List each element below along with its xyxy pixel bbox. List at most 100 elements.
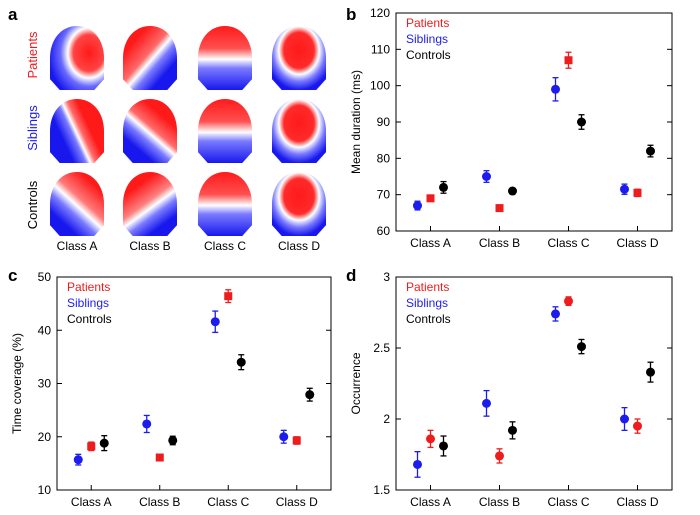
point-siblings xyxy=(73,455,83,465)
map-class-label-d: Class D xyxy=(278,239,320,253)
legend-entry-controls: Controls xyxy=(67,312,112,326)
x-tick-label: Class C xyxy=(547,236,589,250)
map-row-label-siblings: Siblings xyxy=(25,105,40,151)
y-axis-label: Time coverage (%) xyxy=(10,333,24,434)
point-siblings xyxy=(413,201,422,211)
legend-entry-patients: Patients xyxy=(406,16,449,30)
y-tick-label: 30 xyxy=(38,377,52,391)
map-class-label-c: Class C xyxy=(204,239,246,253)
point-controls xyxy=(99,438,109,448)
topomap-siblings-class-b xyxy=(123,99,177,163)
point-patients xyxy=(426,434,435,444)
point-patients xyxy=(564,56,573,65)
legend-entry-controls: Controls xyxy=(406,312,451,326)
x-tick-label: Class D xyxy=(616,236,658,250)
x-tick-label: Class A xyxy=(410,236,451,250)
panel-letter-c: c xyxy=(8,266,17,285)
y-tick-label: 60 xyxy=(377,224,391,238)
y-tick-label: 120 xyxy=(370,6,390,20)
y-tick-label: 20 xyxy=(38,430,52,444)
point-patients xyxy=(426,194,435,203)
point-siblings xyxy=(551,309,560,319)
microstate-maps: Patients Siblings Controls Class A Class… xyxy=(25,26,326,253)
topomap-controls-class-d xyxy=(272,172,326,236)
topomap-siblings-class-a xyxy=(50,99,104,163)
legend-entry-patients: Patients xyxy=(406,280,449,294)
topomap-patients-class-a xyxy=(50,26,104,90)
x-tick-label: Class B xyxy=(479,495,520,509)
x-tick-label: Class A xyxy=(410,495,451,509)
legend-entry-siblings: Siblings xyxy=(67,296,109,310)
point-patients xyxy=(564,296,573,306)
point-siblings xyxy=(551,84,560,94)
topomap-patients-class-d xyxy=(272,26,326,90)
y-tick-label: 2 xyxy=(383,412,390,426)
point-controls xyxy=(577,342,586,352)
topomap-siblings-class-c xyxy=(198,99,252,163)
point-siblings xyxy=(413,459,422,469)
topomap-controls-class-c xyxy=(198,172,252,236)
point-controls xyxy=(439,182,448,192)
legend-entry-patients: Patients xyxy=(67,280,110,294)
point-controls xyxy=(236,357,246,367)
point-siblings xyxy=(482,172,491,181)
point-patients xyxy=(633,421,642,431)
point-siblings xyxy=(210,317,220,327)
topomap-siblings-class-d xyxy=(272,99,326,163)
y-tick-label: 1.5 xyxy=(373,483,390,497)
point-siblings xyxy=(620,184,629,194)
panel-letter-b: b xyxy=(346,5,356,24)
topomap-controls-class-b xyxy=(123,172,177,236)
x-tick-label: Class C xyxy=(547,495,589,509)
chart-time-coverage: 10 20 30 40 50 Class A Class B Class C Class D Ti… xyxy=(10,270,332,509)
point-patients xyxy=(87,442,96,451)
y-tick-label: 100 xyxy=(370,79,390,93)
chart-occurrence: 1.5 2 2.5 3 Class A Class B Class C Class D Occu… xyxy=(349,270,673,509)
point-controls xyxy=(577,117,586,127)
y-tick-label: 3 xyxy=(383,270,390,284)
point-patients xyxy=(224,292,233,301)
panel-letter-d: d xyxy=(346,266,356,285)
point-controls xyxy=(439,441,448,451)
legend-entry-siblings: Siblings xyxy=(406,32,448,46)
y-tick-label: 2.5 xyxy=(373,341,390,355)
topomap-patients-class-c xyxy=(198,26,252,90)
point-siblings xyxy=(279,432,289,442)
map-class-label-b: Class B xyxy=(129,239,170,253)
plot-frame xyxy=(395,276,673,491)
legend-entry-siblings: Siblings xyxy=(406,296,448,310)
point-siblings xyxy=(620,414,629,424)
point-controls xyxy=(508,186,517,196)
point-patients xyxy=(495,204,504,213)
y-tick-label: 80 xyxy=(377,151,391,165)
point-patients xyxy=(155,453,164,462)
y-tick-label: 50 xyxy=(38,270,52,284)
point-controls xyxy=(508,425,517,435)
map-row-label-controls: Controls xyxy=(25,180,40,229)
point-controls xyxy=(305,390,315,400)
point-controls xyxy=(168,435,178,445)
point-controls xyxy=(646,367,655,377)
y-tick-label: 110 xyxy=(371,42,390,56)
chart-mean-duration: 60 70 80 90 100 110 120 Class A Class B Class C Cl… xyxy=(349,6,673,250)
topomap-controls-class-a xyxy=(50,172,104,236)
y-axis-label: Mean duration (ms) xyxy=(349,70,363,174)
y-tick-label: 70 xyxy=(377,188,391,202)
y-tick-label: 10 xyxy=(38,483,52,497)
legend-entry-controls: Controls xyxy=(406,48,451,62)
topomap-patients-class-b xyxy=(123,26,177,90)
y-tick-label: 40 xyxy=(38,323,52,337)
x-tick-label: Class D xyxy=(616,495,658,509)
point-controls xyxy=(646,146,655,156)
x-tick-label: Class D xyxy=(276,495,318,509)
point-patients xyxy=(495,451,504,461)
y-axis-label: Occurrence xyxy=(349,352,363,414)
map-class-label-a: Class A xyxy=(57,239,98,253)
x-tick-label: Class A xyxy=(71,495,112,509)
point-siblings xyxy=(482,398,491,408)
point-patients xyxy=(292,436,301,445)
y-tick-label: 90 xyxy=(377,115,391,129)
x-tick-label: Class B xyxy=(139,495,180,509)
panel-letter-a: a xyxy=(8,5,18,24)
